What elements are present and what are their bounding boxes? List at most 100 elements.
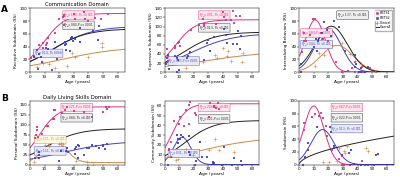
Point [33, 48, 40, 51]
Point [166, 147, 172, 150]
Point [164, 54, 171, 57]
Legend: RBTS1, RBTS2, Clinical, Overall: RBTS1, RBTS2, Clinical, Overall [375, 10, 392, 31]
Point [211, 137, 218, 140]
Point [34, 125, 40, 128]
Text: $R^2_{adj}$=0.44, P=<0.001: $R^2_{adj}$=0.44, P=<0.001 [301, 41, 332, 48]
Point [199, 156, 205, 159]
Point [314, 125, 320, 128]
Point [305, 149, 311, 152]
Point [190, 154, 196, 157]
Point [185, 122, 192, 125]
Point [63, 149, 70, 152]
Point [96, 147, 102, 150]
Point [71, 13, 77, 16]
Point [362, 71, 368, 74]
Point [176, 40, 182, 43]
Text: $R^2_{adj}$=0.68, P=<0.001: $R^2_{adj}$=0.68, P=<0.001 [61, 114, 92, 122]
Point [302, 156, 308, 159]
Point [72, 147, 78, 150]
Point [204, 155, 210, 158]
Point [166, 155, 173, 158]
Y-axis label: Community Subdomain (SS): Community Subdomain (SS) [152, 103, 156, 162]
Point [84, 161, 91, 164]
Point [90, 30, 96, 33]
Point [56, 159, 62, 162]
Point [326, 160, 332, 163]
Point [330, 19, 337, 22]
Point [43, 44, 49, 47]
Point [54, 57, 61, 60]
Point [44, 48, 51, 51]
Point [177, 45, 184, 48]
Text: $R^2_{adj}$=0.91, P=<0.001: $R^2_{adj}$=0.91, P=<0.001 [199, 11, 230, 19]
Point [177, 138, 184, 141]
Point [324, 134, 330, 137]
Point [187, 51, 194, 54]
Point [330, 147, 337, 150]
Text: $R^2_{adj}$=0.22, P=<0.001: $R^2_{adj}$=0.22, P=<0.001 [332, 114, 362, 122]
Point [216, 108, 222, 111]
Point [231, 157, 238, 160]
Point [34, 66, 40, 69]
Point [237, 14, 244, 17]
Point [373, 71, 379, 74]
Point [206, 148, 212, 151]
Point [50, 118, 57, 121]
Point [206, 102, 213, 105]
Point [68, 37, 74, 40]
Point [352, 53, 358, 56]
Point [163, 62, 170, 65]
Point [72, 37, 78, 40]
Point [75, 144, 82, 147]
Point [99, 46, 105, 49]
Point [72, 55, 79, 58]
Point [184, 56, 190, 59]
Point [176, 69, 182, 72]
Point [186, 135, 192, 138]
Point [352, 61, 358, 64]
Y-axis label: Personal Subdomain (SS): Personal Subdomain (SS) [14, 107, 18, 159]
Point [328, 130, 334, 133]
Point [89, 115, 95, 118]
Point [334, 160, 340, 163]
Point [352, 65, 358, 68]
Point [356, 71, 362, 74]
Point [168, 156, 174, 159]
Point [186, 150, 192, 153]
Point [210, 35, 217, 38]
Point [342, 50, 348, 53]
Point [61, 44, 68, 47]
Point [39, 46, 46, 49]
Point [84, 146, 90, 149]
Point [305, 142, 312, 145]
Point [104, 12, 111, 15]
Point [191, 112, 198, 115]
Point [301, 40, 308, 43]
Point [347, 52, 353, 55]
Point [166, 68, 172, 70]
Point [201, 25, 208, 28]
Point [69, 51, 76, 54]
Point [206, 49, 213, 52]
Point [240, 52, 246, 55]
Point [365, 163, 372, 166]
Point [172, 54, 178, 57]
Point [45, 125, 51, 128]
Text: B: B [1, 94, 8, 103]
Point [235, 30, 242, 33]
Point [62, 42, 69, 45]
Point [358, 163, 364, 166]
Point [175, 59, 182, 62]
Text: $R^2_{adj}$=0.80, P=<0.001: $R^2_{adj}$=0.80, P=<0.001 [63, 21, 94, 29]
X-axis label: Age (years): Age (years) [199, 172, 225, 176]
Point [174, 56, 180, 59]
Point [44, 41, 50, 44]
Point [101, 147, 108, 150]
Point [312, 65, 318, 68]
Point [223, 18, 229, 21]
Text: $R^2_{adj}$=0.14, P=0.068: $R^2_{adj}$=0.14, P=0.068 [34, 49, 62, 57]
Point [58, 112, 65, 115]
Point [210, 161, 217, 164]
Point [34, 129, 40, 132]
Point [352, 59, 358, 62]
